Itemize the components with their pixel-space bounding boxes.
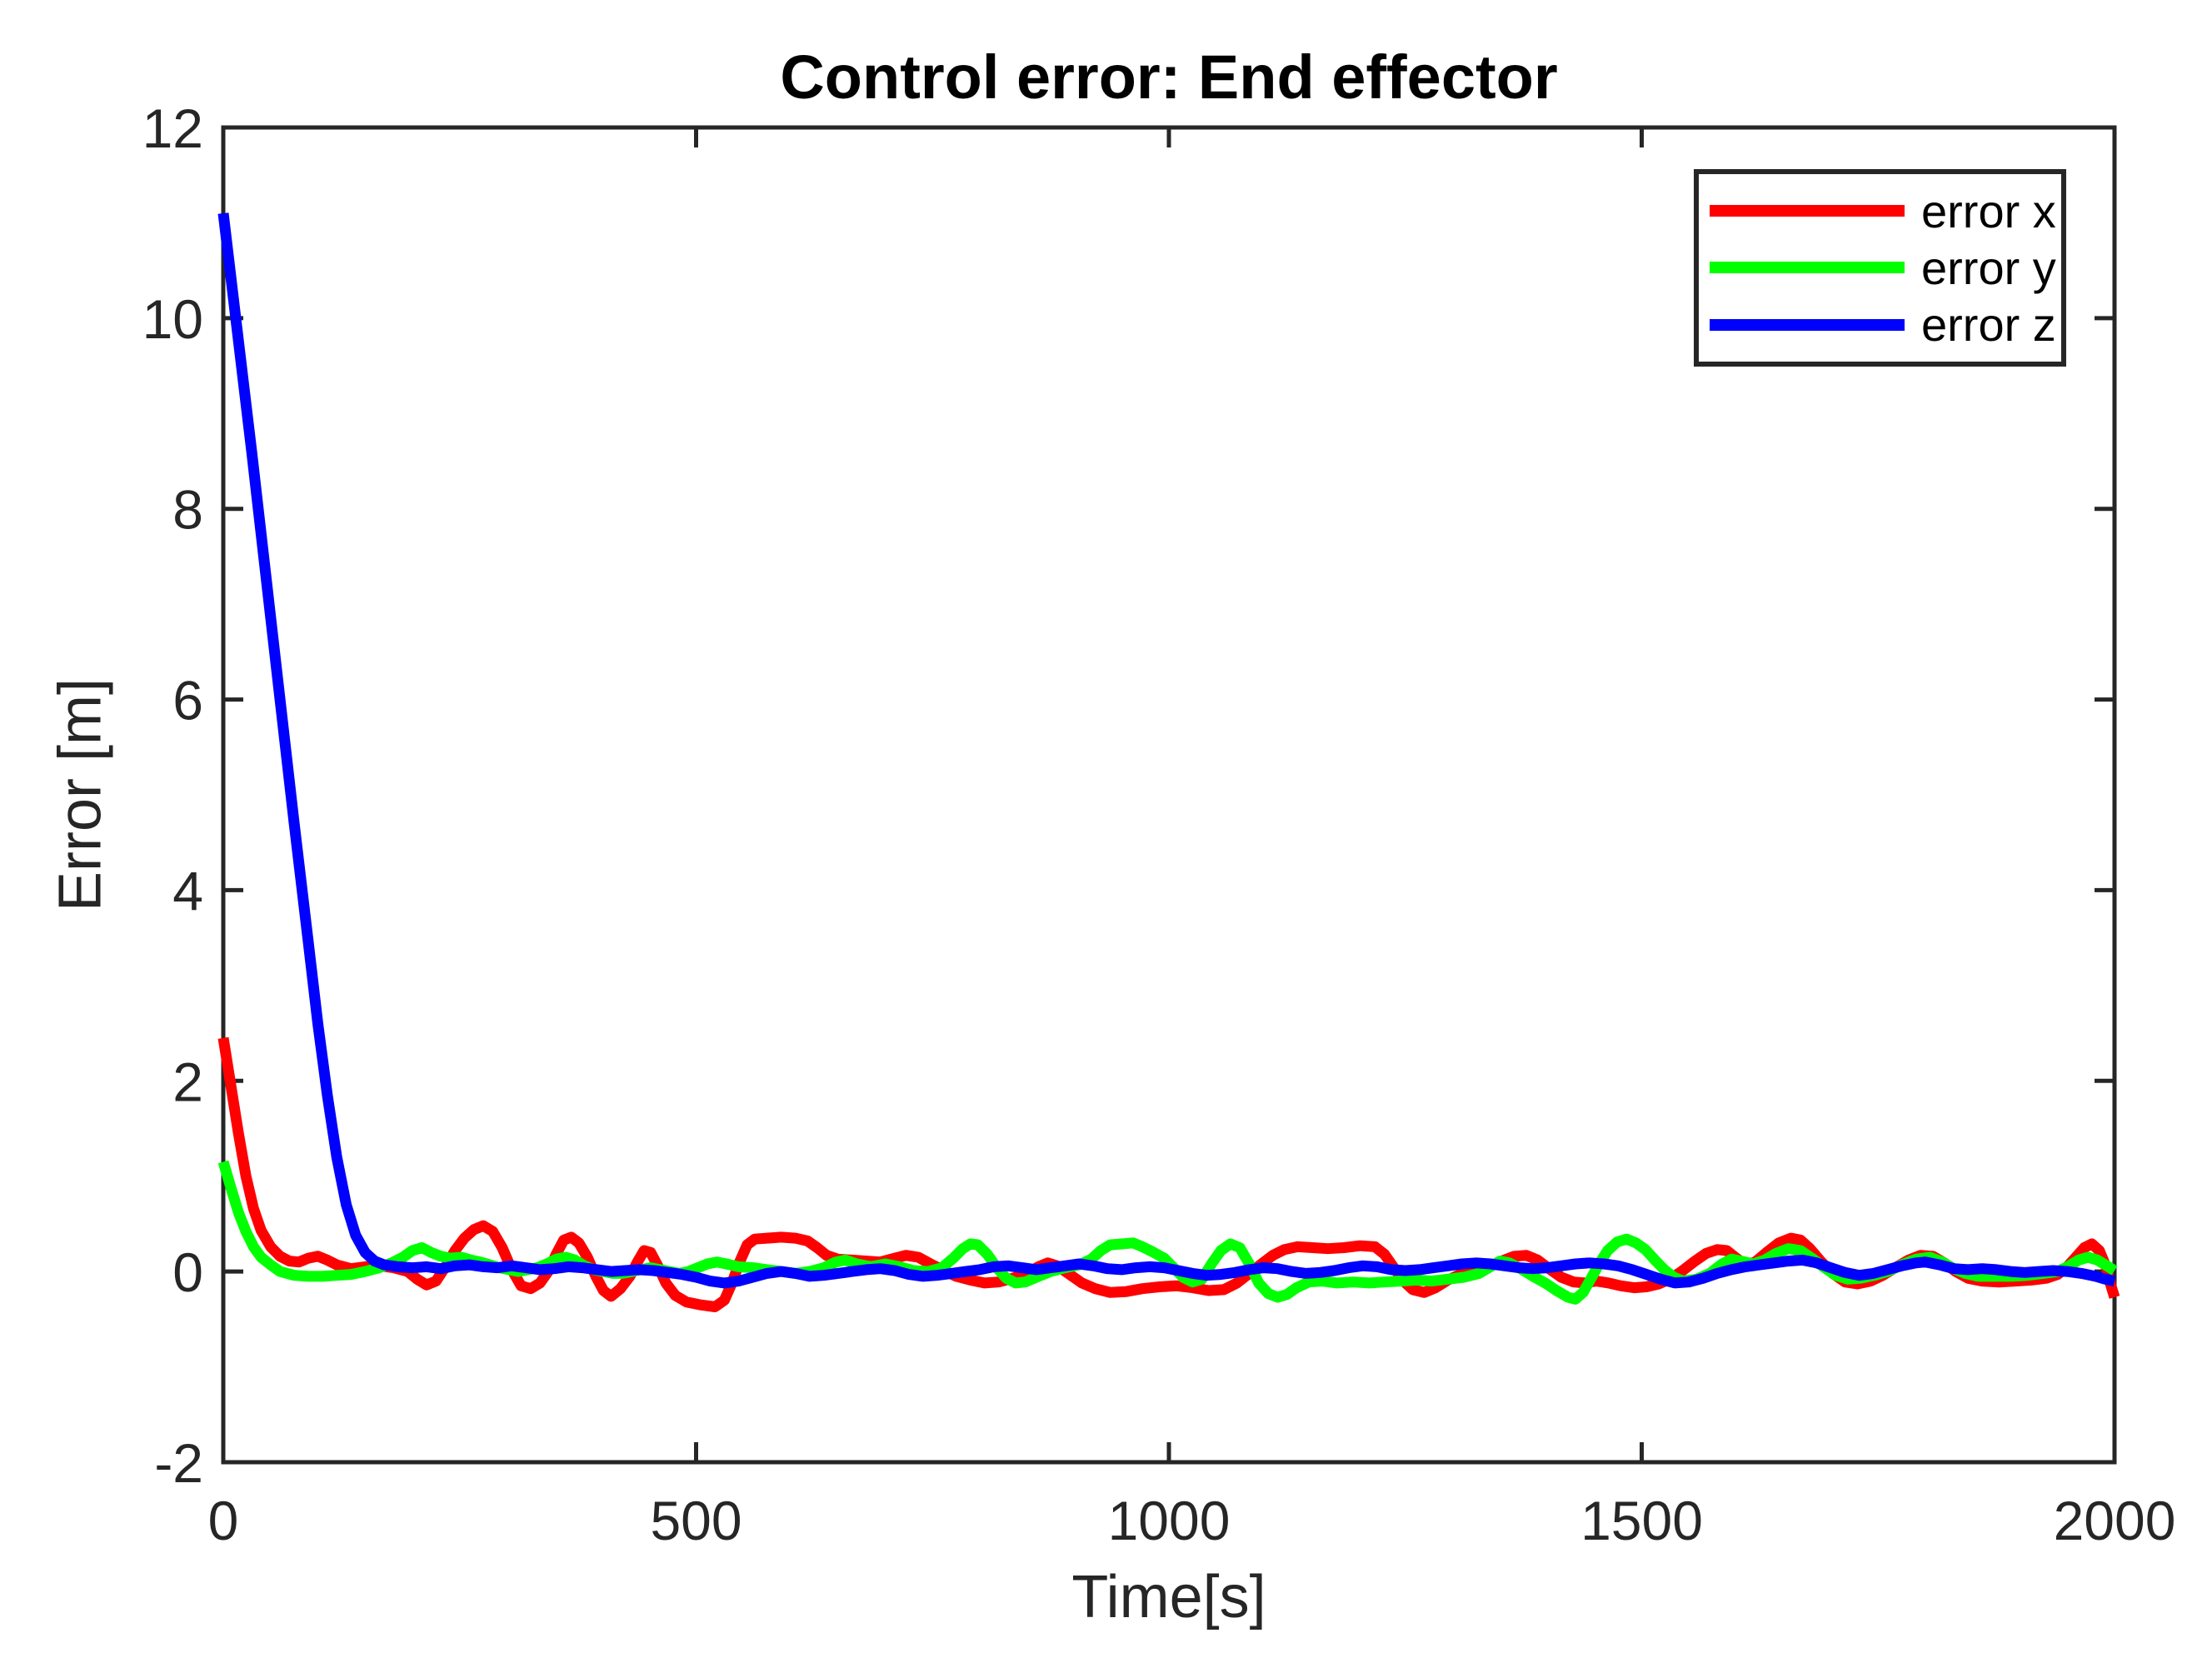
legend-swatch-error-z bbox=[1710, 318, 1905, 331]
series-group bbox=[217, 212, 2120, 1312]
y-tick-label: 8 bbox=[172, 479, 203, 541]
x-tick-label: 2000 bbox=[2054, 1490, 2176, 1551]
y-tick-label: 0 bbox=[172, 1241, 203, 1303]
x-tick-label: 1500 bbox=[1580, 1490, 1703, 1551]
legend-item-error-z: error z bbox=[1699, 297, 2061, 352]
series-line-error-z bbox=[217, 212, 2116, 1289]
y-tick-label: 2 bbox=[172, 1051, 203, 1112]
y-tick-label: 10 bbox=[142, 288, 203, 350]
legend: error x error y error z bbox=[1694, 169, 2066, 367]
legend-label: error x bbox=[1921, 184, 2056, 237]
chart-title: Control error: End effector bbox=[780, 42, 1558, 112]
legend-swatch-error-x bbox=[1710, 205, 1905, 217]
legend-label: error y bbox=[1921, 241, 2056, 294]
legend-item-error-x: error x bbox=[1699, 184, 2061, 238]
series-line-error-x bbox=[217, 1036, 2120, 1312]
x-tick-label: 500 bbox=[650, 1490, 741, 1551]
y-tick-label: -2 bbox=[154, 1432, 203, 1494]
y-tick-label: 12 bbox=[142, 97, 203, 159]
series-line-error-y bbox=[217, 1160, 2118, 1305]
x-tick-label: 1000 bbox=[1108, 1490, 1231, 1551]
legend-item-error-y: error y bbox=[1699, 241, 2061, 295]
x-axis-label: Time[s] bbox=[1071, 1564, 1266, 1631]
legend-label: error z bbox=[1921, 298, 2056, 352]
legend-swatch-error-y bbox=[1710, 262, 1905, 274]
x-tick-label: 0 bbox=[208, 1490, 239, 1551]
y-tick-label: 6 bbox=[172, 670, 203, 732]
y-axis-label: Error [m] bbox=[47, 678, 114, 911]
y-tick-label: 4 bbox=[172, 860, 203, 921]
